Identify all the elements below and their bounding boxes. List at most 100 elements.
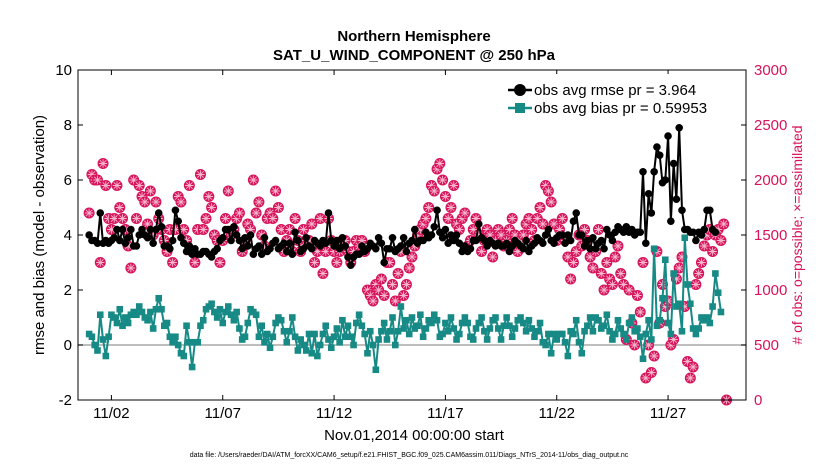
- rmse-point: [344, 253, 352, 261]
- obs-count-point: [684, 372, 696, 384]
- obs-count-point: [384, 257, 396, 268]
- obs-count-point: [690, 279, 702, 290]
- bias-point: [102, 352, 110, 360]
- bias-point: [625, 319, 633, 327]
- obs-count-point: [398, 290, 410, 301]
- obs-count-point: [194, 169, 206, 180]
- obs-count-point: [125, 262, 137, 274]
- obs-count-point: [423, 202, 435, 213]
- bias-point: [147, 308, 154, 316]
- y-tick-label: 8: [64, 117, 72, 134]
- bias-point: [180, 352, 188, 360]
- obs-count-point: [698, 240, 710, 252]
- y-tick-label: -2: [59, 392, 72, 409]
- bias-point: [458, 319, 466, 327]
- bias-point: [263, 330, 271, 338]
- obs-count-point: [356, 235, 368, 246]
- obs-count-point: [267, 213, 279, 224]
- rmse-point: [285, 239, 294, 248]
- bias-point: [439, 330, 446, 338]
- obs-count-point: [657, 279, 668, 290]
- bias-point: [152, 305, 160, 313]
- rmse-point: [255, 242, 263, 250]
- bias-point: [405, 330, 413, 338]
- legend: obs avg rmse pr = 3.964 obs avg bias pr …: [502, 74, 742, 122]
- y2-tick-label: 2500: [754, 117, 787, 134]
- bias-point: [174, 341, 182, 349]
- rmse-point: [544, 225, 553, 234]
- bias-point: [225, 303, 232, 310]
- rmse-point: [127, 225, 135, 234]
- obs-count-point: [392, 268, 404, 279]
- bias-point: [659, 294, 666, 302]
- bias-point: [520, 319, 527, 327]
- bias-point: [166, 333, 174, 341]
- bias-point: [611, 330, 619, 338]
- obs-count-point: [487, 251, 499, 263]
- bias-point: [522, 327, 530, 335]
- rmse-point: [96, 209, 105, 217]
- bias-point: [584, 322, 591, 330]
- obs-count-point: [133, 180, 145, 191]
- rmse-point: [302, 233, 311, 242]
- obs-count-point: [445, 202, 457, 213]
- rmse-point: [672, 195, 681, 204]
- bias-point: [241, 333, 249, 341]
- bias-point: [469, 336, 477, 343]
- obs-count-point: [105, 224, 117, 235]
- rmse-point: [227, 236, 235, 245]
- obs-count-point: [648, 350, 660, 362]
- rmse-point: [642, 239, 650, 248]
- obs-count-point: [556, 213, 568, 224]
- bias-point: [670, 270, 677, 277]
- obs-count-point: [203, 191, 215, 202]
- bias-point: [277, 316, 285, 324]
- bias-point: [442, 319, 449, 327]
- bias-point: [347, 333, 355, 341]
- obs-count-point: [233, 207, 245, 219]
- chart-title: Northern Hemisphere: [337, 28, 490, 45]
- obs-count-point: [183, 180, 195, 191]
- bias-point: [322, 322, 330, 330]
- bias-point: [280, 327, 288, 335]
- obs-count-point: [434, 158, 446, 169]
- bias-point: [614, 316, 622, 324]
- bias-point: [258, 322, 265, 330]
- obs-count-point: [606, 279, 618, 290]
- rmse-point: [246, 231, 255, 239]
- bias-point: [623, 336, 630, 343]
- y-tick-label: 2: [64, 282, 72, 299]
- rmse-point: [372, 244, 380, 253]
- x-tick-label: 11/12: [316, 405, 352, 422]
- rmse-point: [522, 236, 530, 245]
- bias-point: [639, 355, 647, 363]
- bias-point: [119, 322, 126, 330]
- bias-point: [533, 327, 541, 335]
- obs-count-point: [609, 251, 621, 263]
- bias-point: [380, 319, 388, 327]
- bias-point: [475, 319, 483, 327]
- bias-point: [547, 349, 555, 357]
- bias-point: [400, 325, 407, 332]
- obs-count-point: [442, 213, 454, 224]
- bias-point: [525, 316, 533, 324]
- bias-point: [358, 322, 366, 330]
- obs-count-point: [631, 290, 643, 301]
- bias-point: [692, 330, 700, 338]
- y-tick-label: 4: [64, 227, 72, 244]
- bias-point: [353, 319, 360, 327]
- bias-point: [453, 336, 460, 343]
- obs-count-point: [459, 207, 471, 219]
- bias-point: [664, 319, 672, 327]
- x-axis-label: Nov.01,2014 00:00:00 start: [324, 427, 505, 444]
- bias-point: [144, 316, 151, 324]
- rmse-point: [667, 217, 675, 226]
- obs-count-point: [111, 180, 123, 191]
- obs-count-point: [645, 367, 657, 378]
- rmse-point: [113, 225, 121, 234]
- bias-point: [138, 308, 146, 316]
- legend-rmse-marker: [514, 84, 526, 96]
- rmse-point: [218, 233, 227, 242]
- bias-point: [149, 325, 157, 332]
- bias-point: [133, 311, 140, 319]
